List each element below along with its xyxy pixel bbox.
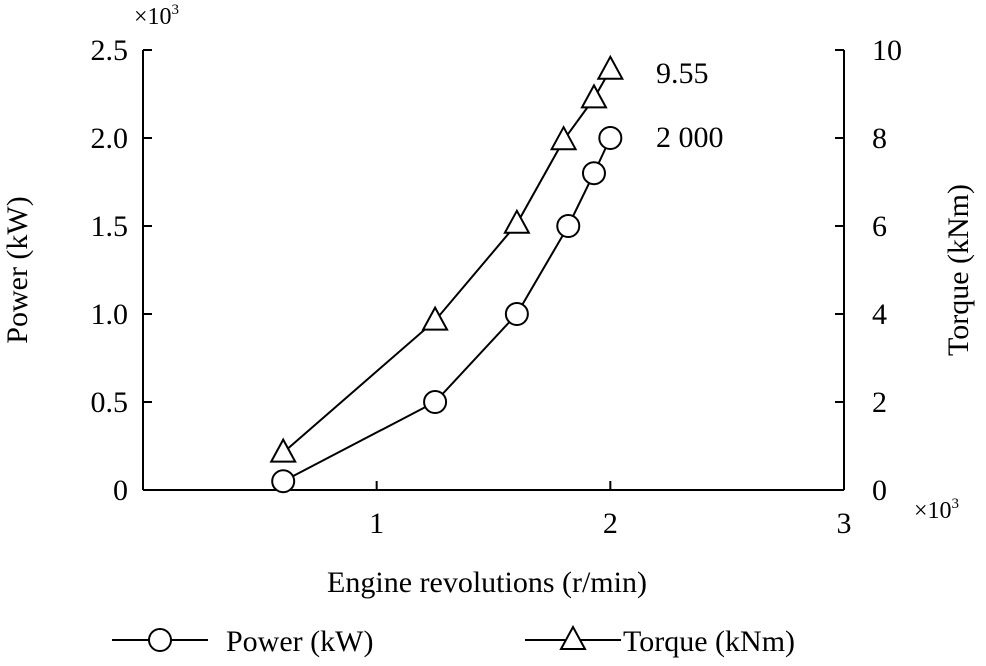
point-torque-3: [549, 125, 578, 151]
y-right-tick-label-0: 0: [872, 474, 887, 507]
legend-torque-label: Torque (kNm): [623, 625, 795, 658]
y-axis-left-label: Power (kW): [1, 196, 34, 343]
x-axis-label: Engine revolutions (r/min): [327, 566, 647, 599]
legend: Power (kW) Torque (kNm): [112, 624, 795, 658]
point-torque-2: [503, 208, 531, 234]
x-tick-label-2: 3: [837, 507, 852, 540]
point-power-1: [423, 390, 448, 414]
point-power-0: [271, 469, 296, 494]
y-left-tick-label-1: 0.5: [91, 386, 129, 419]
x-tick-label-1: 2: [603, 507, 618, 540]
y-right-tick-label-4: 8: [872, 122, 887, 155]
y-right-tick-label-2: 4: [872, 298, 887, 331]
y-left-tick-label-5: 2.5: [91, 34, 129, 67]
point-torque-4: [580, 83, 608, 109]
x-multiplier: ×103: [914, 496, 959, 524]
point-torque-0: [269, 437, 297, 463]
y-right-tick-label-3: 6: [872, 210, 887, 243]
point-torque-1: [421, 305, 449, 331]
y-right-tick-label-5: 10: [872, 34, 902, 67]
annotation-torque-max: 9.55: [656, 57, 709, 90]
y-axis-right-label: Torque (kNm): [942, 184, 975, 356]
legend-power-label: Power (kW): [226, 625, 373, 658]
y-right-tick-label-1: 2: [872, 386, 887, 419]
point-power-4: [581, 161, 606, 186]
legend-torque-marker: [559, 624, 587, 650]
y-left-tick-label-3: 1.5: [91, 210, 129, 243]
tick-marks: [143, 49, 845, 491]
point-power-5: [598, 126, 623, 150]
point-power-2: [504, 302, 529, 326]
point-power-3: [556, 214, 581, 238]
y-left-multiplier: ×103: [134, 2, 179, 30]
series-line-torque: [282, 69, 612, 454]
y-left-tick-label-0: 0: [113, 474, 128, 507]
series-layer: [269, 54, 625, 494]
point-torque-5: [596, 54, 625, 80]
x-tick-label-0: 1: [369, 507, 384, 540]
legend-power-marker: [148, 628, 172, 652]
y-left-tick-label-2: 1.0: [91, 298, 129, 331]
y-left-tick-label-4: 2.0: [91, 122, 129, 155]
series-line-power: [282, 137, 612, 483]
annotation-power-max: 2 000: [656, 121, 724, 154]
